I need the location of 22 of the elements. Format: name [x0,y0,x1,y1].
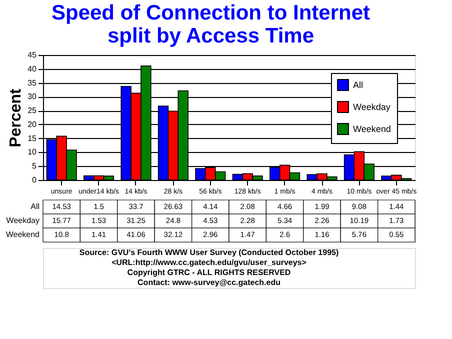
source-note: Source: GVU's Fourth WWW User Survey (Conducted October 1995) [79,248,339,257]
legend-label: All [353,80,364,90]
text: All [30,202,40,211]
y-tick-label: 0 [32,176,38,184]
y-tick-label: 40 [28,64,38,74]
y-tick-label: 10 [28,148,38,157]
legend-label: Weekend [353,124,391,134]
text: Weekday [6,216,40,225]
y-tick-label: 35 [28,78,38,88]
chart-title: Speed of Connection to Internet split by Access Time [51,2,370,48]
y-tick-label: 45 [28,50,38,60]
text: Contact: www-survey@cc.gatech.edu [138,278,281,287]
y-tick-label: 15 [28,134,38,143]
legend-label: Weekday [353,102,391,112]
y-axis-title: Percent [8,88,25,148]
y-tick-label: 25 [28,106,38,116]
y-tick-label: 5 [32,162,38,171]
y-tick-label: 30 [28,92,38,102]
y-tick-label: 20 [28,120,38,129]
text: Copyright GTRC - ALL RIGHTS RESERVED [127,268,291,277]
text: <URL:http://www.cc.gatech.edu/gvu/user_surveys> [112,258,307,267]
text: Weekend [6,230,40,239]
